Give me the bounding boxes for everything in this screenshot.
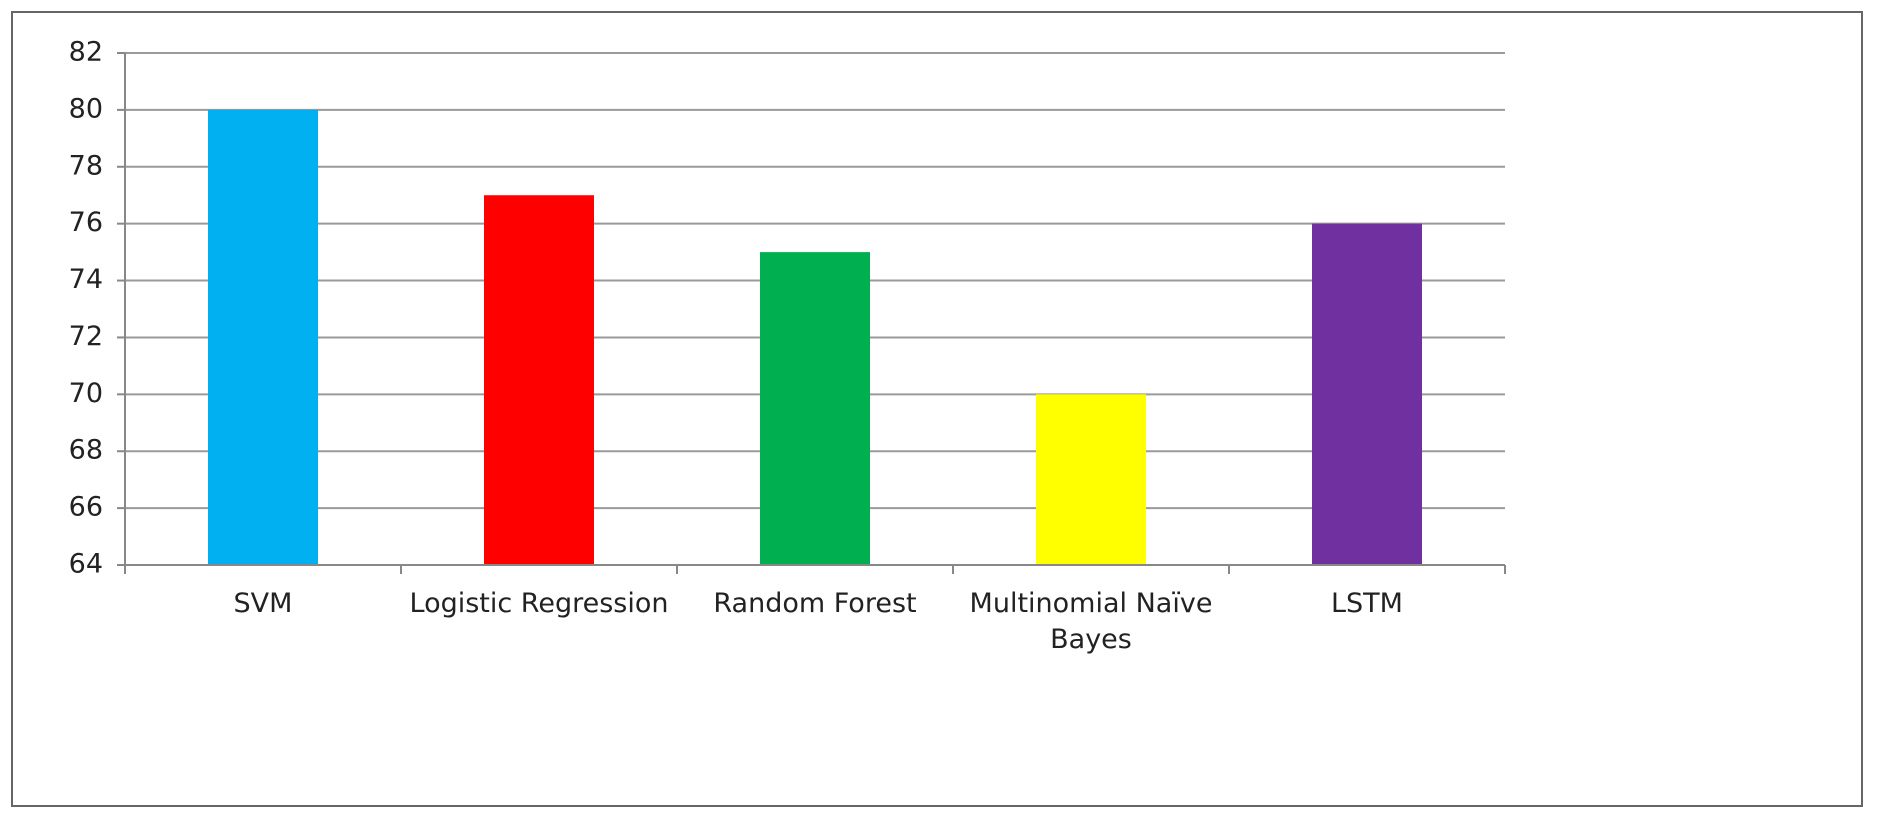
y-tick-label: 72	[69, 321, 103, 352]
y-tick-label: 80	[69, 93, 103, 124]
bar	[760, 252, 870, 565]
bar	[1036, 394, 1146, 565]
bar	[208, 109, 318, 565]
y-tick-label: 74	[69, 264, 103, 295]
x-tick-label: Logistic Regression	[409, 588, 669, 619]
y-tick-label: 82	[69, 37, 103, 68]
chart-frame	[11, 11, 1863, 807]
y-tick-label: 78	[69, 150, 103, 181]
x-tick-label: Random Forest	[713, 588, 917, 619]
bar	[1312, 223, 1422, 565]
y-tick-label: 76	[69, 207, 103, 238]
y-tick-label: 70	[69, 378, 103, 409]
y-tick-label: 66	[69, 492, 103, 523]
x-tick-label: SVM	[233, 588, 293, 619]
x-tick-label: Multinomial Naïve Bayes	[969, 588, 1213, 655]
bar	[484, 195, 594, 565]
y-tick-label: 68	[69, 435, 103, 466]
y-tick-label: 64	[69, 549, 103, 580]
x-tick-label: LSTM	[1331, 588, 1403, 619]
